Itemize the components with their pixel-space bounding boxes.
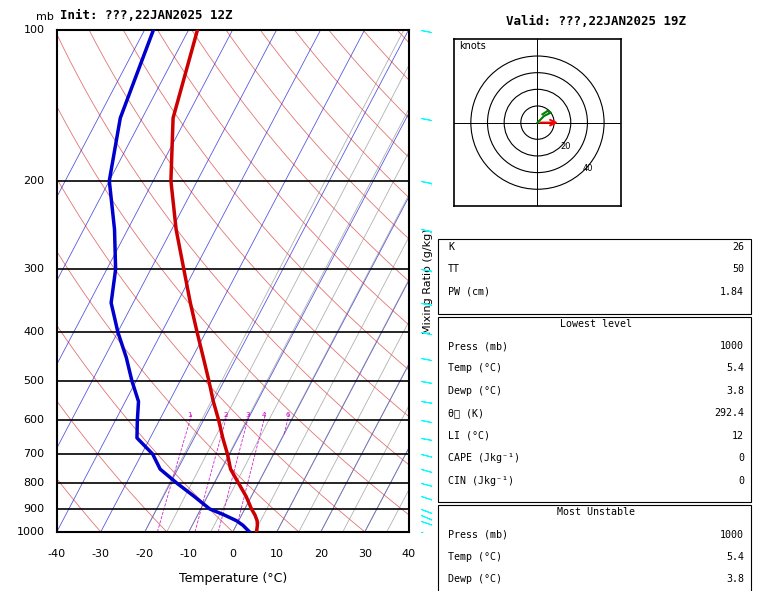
Text: 700: 700 [23, 449, 45, 459]
Text: 40: 40 [583, 164, 593, 173]
Text: 5.4: 5.4 [726, 552, 744, 562]
Text: 20: 20 [560, 142, 571, 151]
Text: 3: 3 [245, 412, 250, 418]
Text: 1000: 1000 [720, 341, 744, 351]
Text: 20: 20 [313, 550, 328, 560]
Text: Temperature (°C): Temperature (°C) [179, 572, 287, 585]
Text: Valid: ???,22JAN2025 19Z: Valid: ???,22JAN2025 19Z [506, 15, 686, 28]
Text: 1000: 1000 [720, 530, 744, 540]
Text: 800: 800 [23, 478, 45, 488]
Text: 300: 300 [23, 264, 45, 274]
Text: θᴇ (K): θᴇ (K) [448, 408, 484, 418]
Text: 6: 6 [285, 412, 290, 418]
Text: 2: 2 [223, 412, 228, 418]
Text: 1000: 1000 [17, 527, 45, 537]
Text: Press (mb): Press (mb) [448, 530, 508, 540]
Text: Mixing Ratio (g/kg): Mixing Ratio (g/kg) [423, 228, 433, 333]
Text: 0: 0 [738, 476, 744, 486]
Text: 12: 12 [732, 431, 744, 441]
Text: CIN (Jkg⁻¹): CIN (Jkg⁻¹) [448, 476, 514, 486]
Text: 5.4: 5.4 [726, 363, 744, 374]
Text: 900: 900 [23, 504, 45, 514]
Text: 400: 400 [23, 327, 45, 337]
Text: Dewp (°C): Dewp (°C) [448, 574, 502, 584]
Text: 200: 200 [23, 176, 45, 186]
Bar [438, 317, 750, 502]
Text: Press (mb): Press (mb) [448, 341, 508, 351]
Text: mb: mb [36, 12, 54, 22]
Text: 292.4: 292.4 [714, 408, 744, 418]
Text: 0: 0 [738, 453, 744, 463]
Text: 10: 10 [269, 550, 284, 560]
Text: LI (°C): LI (°C) [448, 431, 490, 441]
Text: 50: 50 [732, 264, 744, 274]
Bar [438, 505, 750, 591]
Text: Init: ???,22JAN2025 12Z: Init: ???,22JAN2025 12Z [61, 9, 233, 22]
Text: knots: knots [459, 41, 486, 51]
Text: Temp (°C): Temp (°C) [448, 363, 502, 374]
Text: TT: TT [448, 264, 460, 274]
Text: Temp (°C): Temp (°C) [448, 552, 502, 562]
Text: 40: 40 [402, 550, 416, 560]
Text: K: K [448, 242, 454, 252]
Text: -40: -40 [48, 550, 66, 560]
Text: 3.8: 3.8 [726, 574, 744, 584]
Text: 3.8: 3.8 [726, 386, 744, 396]
Text: Most Unstable: Most Unstable [557, 507, 635, 517]
Text: 1: 1 [188, 412, 192, 418]
Text: PW (cm): PW (cm) [448, 287, 490, 297]
Text: 26: 26 [732, 242, 744, 252]
Bar [438, 239, 750, 314]
Text: 500: 500 [23, 376, 45, 386]
Text: 30: 30 [358, 550, 372, 560]
Text: 0: 0 [229, 550, 236, 560]
Text: CAPE (Jkg⁻¹): CAPE (Jkg⁻¹) [448, 453, 520, 463]
Text: -10: -10 [179, 550, 198, 560]
Text: -20: -20 [136, 550, 154, 560]
Text: Dewp (°C): Dewp (°C) [448, 386, 502, 396]
Text: 100: 100 [23, 25, 45, 34]
Text: -30: -30 [92, 550, 110, 560]
Text: 600: 600 [23, 415, 45, 426]
Text: Lowest level: Lowest level [560, 319, 632, 329]
Text: 1.84: 1.84 [720, 287, 744, 297]
Text: 4: 4 [262, 412, 266, 418]
